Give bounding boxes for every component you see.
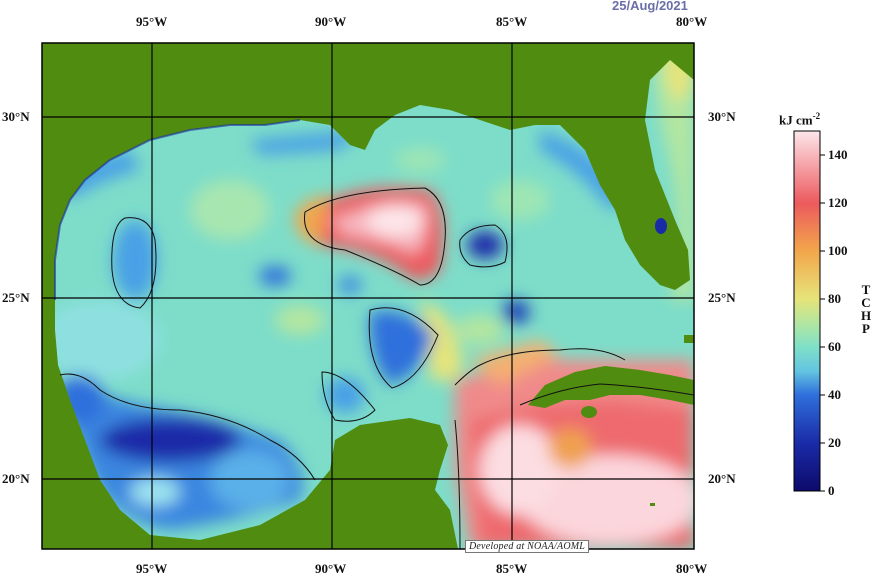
contour-lines xyxy=(59,187,694,549)
heat-patches xyxy=(42,43,694,549)
lon-label-bottom-95w: 95°W xyxy=(136,561,168,576)
lon-label-top-85w: 85°W xyxy=(496,14,528,29)
colorbar-tick-label-0: 0 xyxy=(828,483,835,498)
colorbar-ticks xyxy=(820,154,825,492)
colorbar-unit-label: kJ cm-2 xyxy=(779,111,821,128)
mexico-land xyxy=(42,300,458,549)
inland-water xyxy=(655,218,667,234)
lon-label-top-95w: 95°W xyxy=(136,14,168,29)
lat-label-right-20n: 20°N xyxy=(708,471,736,486)
lat-label-left-30n: 30°N xyxy=(2,109,30,124)
colorbar-tick-label-40: 40 xyxy=(828,387,841,402)
colorbar-gradient-bar xyxy=(793,130,821,492)
lat-label-left-20n: 20°N xyxy=(2,471,30,486)
lat-label-right-30n: 30°N xyxy=(708,109,736,124)
colorbar-tick-label-20: 20 xyxy=(828,435,841,450)
isle-of-youth-land xyxy=(581,406,597,418)
colorbar-tick-label-140: 140 xyxy=(828,147,848,162)
lat-label-left-25n: 25°N xyxy=(2,290,30,305)
lon-label-bottom-80w: 80°W xyxy=(676,561,708,576)
land-masses xyxy=(42,43,694,549)
lon-label-top-80w: 80°W xyxy=(676,14,708,29)
map-frame xyxy=(41,42,695,550)
colorbar-tick-label-60: 60 xyxy=(828,339,841,354)
colorbar xyxy=(793,130,825,492)
cuba-land xyxy=(528,366,694,408)
colorbar-tick-label-100: 100 xyxy=(828,243,848,258)
credit-label: Developed at NOAA/AOML xyxy=(465,540,590,553)
lon-label-bottom-85w: 85°W xyxy=(496,561,528,576)
lon-label-bottom-90w: 90°W xyxy=(315,561,347,576)
lat-label-right-25n: 25°N xyxy=(708,290,736,305)
coastal-shelf xyxy=(54,119,301,300)
colorbar-tick-label-120: 120 xyxy=(828,195,848,210)
lon-label-top-90w: 90°W xyxy=(315,14,347,29)
north-america-land xyxy=(42,43,694,300)
date-label: 25/Aug/2021 xyxy=(612,0,688,13)
colorbar-tick-label-80: 80 xyxy=(828,291,841,306)
graticule xyxy=(42,43,694,549)
